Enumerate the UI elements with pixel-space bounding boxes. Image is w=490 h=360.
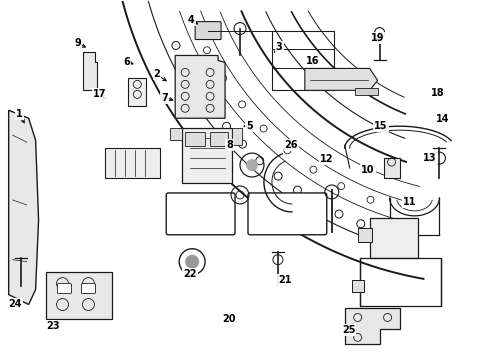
FancyBboxPatch shape bbox=[182, 128, 232, 183]
Text: 8: 8 bbox=[226, 140, 233, 150]
Text: 22: 22 bbox=[184, 269, 197, 279]
Text: 1: 1 bbox=[16, 109, 23, 119]
Polygon shape bbox=[46, 272, 112, 319]
Circle shape bbox=[185, 255, 199, 269]
Text: 3: 3 bbox=[276, 42, 283, 52]
Text: 9: 9 bbox=[74, 38, 81, 48]
FancyBboxPatch shape bbox=[248, 193, 327, 235]
Polygon shape bbox=[170, 128, 182, 140]
Polygon shape bbox=[355, 88, 378, 95]
Polygon shape bbox=[175, 55, 225, 118]
FancyBboxPatch shape bbox=[358, 228, 371, 242]
FancyBboxPatch shape bbox=[105, 148, 160, 178]
Polygon shape bbox=[9, 110, 39, 305]
Text: 24: 24 bbox=[9, 299, 22, 309]
Text: 6: 6 bbox=[123, 57, 130, 67]
FancyBboxPatch shape bbox=[384, 158, 399, 178]
Polygon shape bbox=[83, 53, 98, 90]
Text: 13: 13 bbox=[423, 153, 437, 163]
FancyBboxPatch shape bbox=[57, 284, 72, 293]
Text: 7: 7 bbox=[161, 93, 168, 103]
Text: 14: 14 bbox=[436, 114, 450, 124]
FancyBboxPatch shape bbox=[369, 218, 417, 258]
Text: 19: 19 bbox=[371, 33, 385, 43]
Polygon shape bbox=[345, 307, 399, 345]
Text: 25: 25 bbox=[342, 325, 355, 335]
FancyBboxPatch shape bbox=[210, 132, 228, 146]
Text: 4: 4 bbox=[188, 15, 195, 26]
Text: 12: 12 bbox=[320, 154, 334, 164]
Text: 18: 18 bbox=[431, 88, 445, 98]
Text: 20: 20 bbox=[222, 314, 236, 324]
FancyBboxPatch shape bbox=[195, 22, 221, 40]
Text: 17: 17 bbox=[93, 89, 106, 99]
FancyBboxPatch shape bbox=[166, 193, 235, 235]
FancyBboxPatch shape bbox=[352, 280, 364, 292]
Text: 2: 2 bbox=[154, 69, 160, 79]
Text: 11: 11 bbox=[403, 197, 417, 207]
Polygon shape bbox=[232, 128, 242, 145]
FancyBboxPatch shape bbox=[128, 78, 147, 106]
Polygon shape bbox=[305, 68, 378, 90]
Circle shape bbox=[246, 159, 258, 171]
Text: 10: 10 bbox=[362, 165, 375, 175]
FancyBboxPatch shape bbox=[81, 284, 96, 293]
Text: 23: 23 bbox=[47, 321, 60, 331]
Text: 5: 5 bbox=[246, 121, 253, 131]
Text: 21: 21 bbox=[278, 275, 292, 285]
Text: 16: 16 bbox=[306, 56, 319, 66]
Text: 26: 26 bbox=[285, 140, 298, 150]
Text: 15: 15 bbox=[374, 121, 388, 131]
FancyBboxPatch shape bbox=[185, 132, 205, 146]
